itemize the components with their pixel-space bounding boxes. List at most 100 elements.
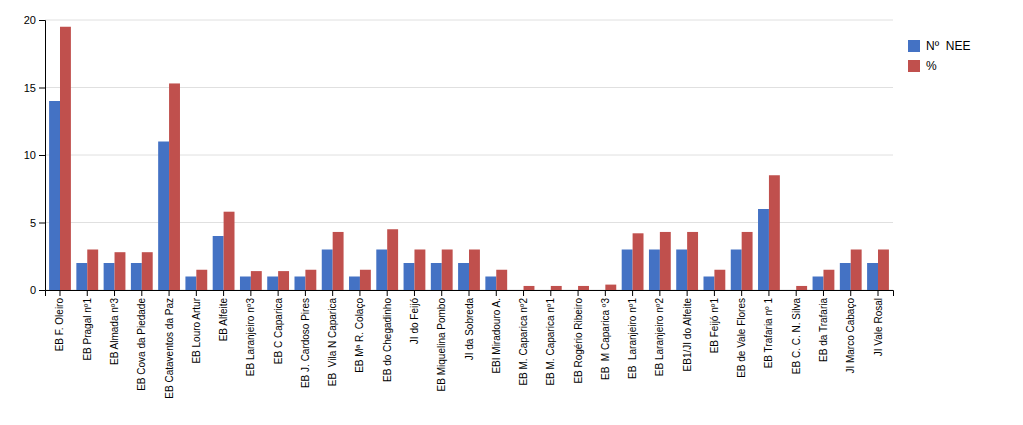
x-tick: EB Laranjeiro nº1: [627, 290, 638, 379]
bar: [578, 286, 589, 290]
y-tick: 15: [24, 82, 45, 94]
legend-swatch: [908, 40, 920, 52]
bar: [76, 263, 87, 290]
x-tick-mark: [605, 290, 606, 296]
bar: [731, 250, 742, 291]
x-tick-label: EBI Miradouro A.: [491, 298, 502, 374]
legend-swatch: [908, 60, 920, 72]
x-tick: EB C. C. N. Silva: [791, 290, 802, 374]
bar: [649, 250, 660, 291]
y-tick-mark: [39, 290, 45, 291]
bar: [513, 290, 524, 291]
x-tick-mark: [59, 290, 60, 296]
x-tick-label: EB Laranjeiro nº2: [654, 298, 665, 377]
x-tick: JI Vale Rosal: [873, 290, 884, 356]
x-tick: EB Mª R. Colaço: [354, 290, 365, 373]
bar: [115, 252, 126, 290]
x-tick: EB Laranjeiro nº2: [654, 290, 665, 376]
x-tick-mark: [823, 290, 824, 296]
x-tick-label: EB Louro Artur: [191, 297, 202, 363]
x-tick: EB Miquelina Pombo: [436, 290, 447, 391]
x-tick-mark: [523, 290, 524, 296]
bar: [758, 209, 769, 290]
x-tick-label: EB Laranjeiro nº1: [627, 298, 638, 379]
x-tick-label: EB Mª R. Colaço: [354, 298, 365, 373]
x-tick-label: EB Laranjeiro nº3: [245, 298, 256, 377]
bar: [278, 271, 289, 290]
bar: [376, 250, 387, 291]
bar: [878, 250, 889, 291]
x-tick-label: EB de Vale Flores: [736, 298, 747, 378]
x-tick-label: EB M. Caparica nº2: [518, 298, 529, 386]
x-tick: EB J. Cardoso Pires: [300, 290, 311, 388]
x-tick-mark: [332, 290, 333, 296]
bar: [404, 263, 415, 290]
x-tick-label: EB J. Cardoso Pires: [300, 298, 311, 388]
x-tick: JI do Feijó: [409, 290, 420, 344]
bar: [349, 277, 360, 291]
legend-item: %: [908, 59, 937, 73]
x-tick-mark: [578, 290, 579, 296]
x-tick-mark: [850, 290, 851, 296]
x-tick: EB da Trafaria: [818, 290, 829, 362]
x-tick: EBI Miradouro A.: [491, 290, 502, 374]
x-tick-label: JI Vale Rosal: [873, 298, 884, 356]
axis-line: [39, 21, 46, 291]
bar: [224, 212, 235, 290]
x-axis: EB F. Oleiro EB Pragal nº1 EB Almada nº3 EB…: [46, 290, 894, 399]
bar: [496, 270, 507, 290]
x-tick: EB Rogério Ribeiro: [573, 290, 584, 384]
bar: [605, 285, 616, 290]
x-tick-mark: [469, 290, 470, 296]
bar: [660, 232, 671, 290]
bar: [851, 250, 862, 291]
x-tick-label: EB1/JI do Alfeite: [682, 298, 693, 372]
bar: [251, 271, 262, 290]
legend-item: Nº NEE: [908, 39, 970, 53]
bar: [524, 286, 535, 290]
x-tick-mark: [878, 290, 879, 296]
x-tick-label: JI da Sobreda: [464, 298, 475, 361]
x-tick-label: JI Marco Cabaço: [845, 298, 856, 374]
x-tick: JI Marco Cabaço: [845, 290, 856, 374]
y-tick: 5: [30, 217, 45, 229]
bar: [142, 252, 153, 290]
bar: [867, 263, 878, 290]
bar: [322, 250, 333, 291]
x-tick: EB Almada nº3: [109, 290, 120, 365]
x-tick-mark: [796, 290, 797, 296]
bar: [813, 277, 824, 291]
bar: [60, 27, 71, 290]
x-tick-mark: [714, 290, 715, 296]
x-tick-label: EB Pragal nº1: [82, 298, 93, 361]
bar: [185, 277, 196, 291]
bar: [551, 286, 562, 290]
bar: [840, 263, 851, 290]
legend: Nº NEE%: [908, 39, 970, 73]
x-tick-mark: [687, 290, 688, 296]
y-tick-mark: [39, 88, 45, 89]
x-tick-label: EB Trafaria nº 1: [763, 298, 774, 369]
x-tick-mark: [659, 290, 660, 296]
x-tick-mark: [305, 290, 306, 296]
x-tick-label: EB C. C. N. Silva: [791, 298, 802, 375]
grid: [45, 20, 893, 290]
x-tick-mark: [359, 290, 360, 296]
bar: [633, 233, 644, 290]
x-tick: EB Louro Artur: [191, 290, 202, 364]
bar: [87, 250, 98, 291]
x-tick-mark: [141, 290, 142, 296]
bar: [305, 270, 316, 290]
x-tick: EB M Caparica º3: [600, 290, 611, 380]
y-tick-label: 10: [24, 149, 36, 161]
bar: [196, 270, 207, 290]
y-axis: 05101520: [24, 14, 46, 296]
x-tick-label: EB Cataventos da Paz: [164, 298, 175, 399]
x-tick: EB de Vale Flores: [736, 290, 747, 378]
x-tick-label: EB F. Oleiro: [54, 298, 65, 352]
bar: [414, 250, 425, 291]
bar: [431, 263, 442, 290]
x-tick-mark: [768, 290, 769, 296]
x-tick: EB Alfeite: [218, 290, 229, 341]
x-tick: EB1/JI do Alfeite: [682, 290, 693, 371]
